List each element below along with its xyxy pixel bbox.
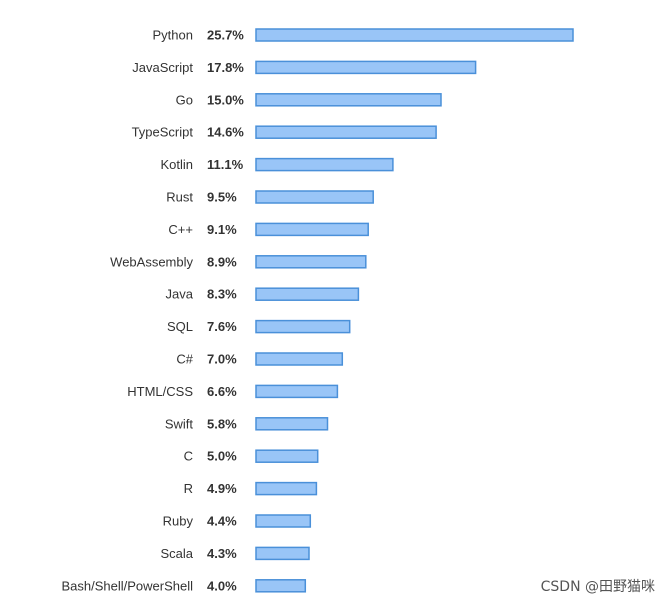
category-label: C (184, 449, 193, 464)
category-label: C# (176, 352, 193, 367)
bar (255, 60, 477, 75)
category-label: TypeScript (132, 125, 194, 140)
value-label: 4.4% (207, 514, 237, 529)
category-label: Rust (166, 190, 193, 205)
value-label: 11.1% (207, 157, 244, 172)
bar (255, 222, 369, 237)
category-label: JavaScript (132, 60, 193, 75)
value-label: 25.7% (207, 28, 244, 43)
bar (255, 319, 351, 334)
value-label: 5.8% (207, 416, 237, 431)
value-label: 9.1% (207, 222, 237, 237)
bar (255, 384, 339, 399)
bar (255, 449, 319, 463)
category-label: Kotlin (160, 157, 193, 172)
bar (255, 157, 394, 172)
value-label: 14.6% (207, 125, 244, 140)
value-label: 17.8% (207, 60, 244, 75)
category-label: Go (176, 92, 193, 107)
category-label: C++ (168, 222, 193, 237)
bar (255, 287, 360, 301)
category-label: WebAssembly (110, 254, 193, 269)
bar (255, 481, 318, 496)
bar (255, 93, 442, 107)
category-label: Bash/Shell/PowerShell (61, 578, 193, 593)
category-label: Swift (165, 416, 194, 431)
watermark: CSDN @田野猫咪 (540, 579, 655, 595)
value-label: 9.5% (207, 190, 237, 205)
bar (255, 125, 437, 139)
bar (255, 255, 367, 269)
category-label: Python (153, 28, 193, 43)
value-label: 8.3% (207, 287, 237, 302)
bar (255, 417, 329, 431)
value-label: 4.9% (207, 481, 237, 496)
value-label: 15.0% (207, 92, 244, 107)
bar (255, 546, 310, 561)
category-label: R (184, 481, 193, 496)
value-label: 4.3% (207, 546, 237, 561)
value-label: 4.0% (207, 578, 237, 593)
value-label: 6.6% (207, 384, 237, 399)
value-label: 7.0% (207, 352, 237, 367)
value-label: 5.0% (207, 449, 237, 464)
value-label: 8.9% (207, 254, 237, 269)
category-label: Java (166, 287, 194, 302)
category-label: Ruby (163, 514, 194, 529)
bar (255, 352, 344, 366)
category-label: Scala (160, 546, 193, 561)
bar (255, 579, 307, 593)
value-label: 7.6% (207, 319, 237, 334)
bar (255, 28, 574, 42)
bar (255, 514, 312, 528)
bar (255, 190, 374, 204)
category-label: SQL (167, 319, 193, 334)
category-label: HTML/CSS (127, 384, 193, 399)
